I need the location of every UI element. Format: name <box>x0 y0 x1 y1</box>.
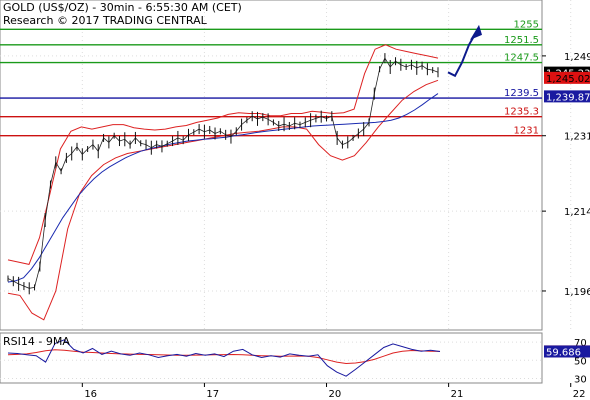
level-label-1239.5: 1239.5 <box>504 88 539 99</box>
level-label-1247.5: 1247.5 <box>504 53 539 64</box>
x-tick-label-16: 16 <box>84 389 97 400</box>
moving-average <box>7 93 439 283</box>
chart-copyright: Research © 2017 TRADING CENTRAL <box>3 14 208 27</box>
projection-path <box>447 32 477 78</box>
main-panel-frame <box>0 0 543 331</box>
support-resistance-levels: 1255 1251.5 1247.5 1239.5 1235.3 1231 <box>0 19 542 137</box>
price-tag-bg <box>544 71 590 84</box>
chart-title: GOLD (US$/OZ) - 30min - 6:55:30 AM (CET) <box>3 1 242 14</box>
rsi-tick-label-30: 30 <box>574 374 587 385</box>
rsi-lines <box>7 339 441 377</box>
y-tick-label-1214: 1,214 <box>564 207 590 218</box>
level-label-1235.3: 1235.3 <box>504 107 539 118</box>
level-label-1251.5: 1251.5 <box>504 35 539 46</box>
rsi-label: RSI14 - 9MA <box>3 335 70 348</box>
rsi-line <box>7 339 441 377</box>
price-tag-label: 1,245.02 <box>546 74 590 85</box>
level-label-1231: 1231 <box>514 126 539 137</box>
price-tags: 1,245.231,245.021,239.87 <box>544 66 590 103</box>
price-tag-label: 1,239.87 <box>546 92 590 103</box>
price-tag-bg <box>544 90 590 103</box>
rsi-tick-label-50: 50 <box>574 356 587 367</box>
x-tick-label-17: 17 <box>206 389 219 400</box>
projection-arrowhead <box>470 24 482 40</box>
price-series <box>7 53 439 295</box>
rsi-tags: 59.756359.686 <box>544 345 590 358</box>
price-axis: 1,196 1,214 1,231 1,249 <box>542 52 590 298</box>
y-tick-label-1196: 1,196 <box>564 287 590 298</box>
price-line <box>7 57 439 289</box>
rsi-panel-frame <box>0 332 543 384</box>
y-tick-label-1249: 1,249 <box>564 52 590 63</box>
time-axis: 16 17 20 21 22 <box>81 383 586 400</box>
x-tick-label-21: 21 <box>451 389 464 400</box>
level-label-1255: 1255 <box>514 19 539 30</box>
rsi-axis: 30 50 70 <box>574 338 587 385</box>
y-tick-label-1231: 1,231 <box>564 132 590 143</box>
moving-average-line <box>7 93 439 283</box>
x-tick-label-20: 20 <box>329 389 342 400</box>
bollinger-upper <box>7 44 439 265</box>
rsi-tick-label-70: 70 <box>574 338 587 349</box>
rsi-tag-label: 59.686 <box>546 347 581 358</box>
rsi-tag-bg <box>544 345 590 358</box>
projection-arrow <box>447 24 482 78</box>
x-tick-label-22: 22 <box>573 389 586 400</box>
